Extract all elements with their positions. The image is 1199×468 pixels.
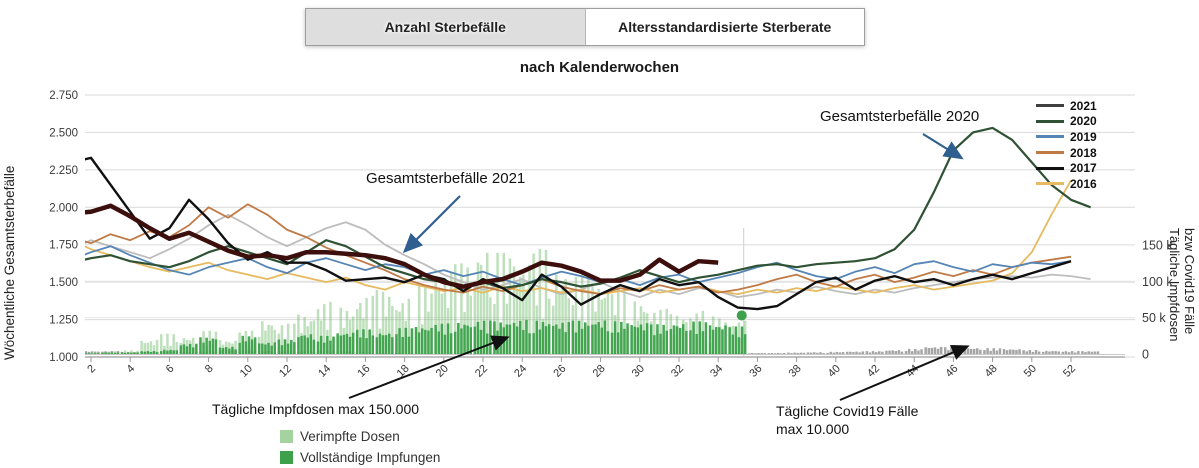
line-2020 — [85, 126, 1091, 290]
svg-text:38: 38 — [787, 363, 804, 380]
svg-text:1.250: 1.250 — [49, 315, 78, 327]
annotation-impfdosen-max: Tägliche Impfdosen max 150.000 — [212, 401, 420, 417]
arrow-impfdosen — [348, 335, 510, 399]
arrow-covid-faelle — [839, 345, 970, 401]
svg-text:16: 16 — [355, 363, 372, 380]
svg-text:46: 46 — [943, 363, 960, 380]
svg-text:1.000: 1.000 — [49, 352, 78, 364]
svg-text:20: 20 — [434, 363, 451, 380]
legend-item-2020[interactable]: 2020 — [1036, 114, 1097, 130]
svg-text:36: 36 — [747, 363, 764, 380]
arrow-gesamt-2020 — [922, 133, 964, 160]
svg-text:0: 0 — [1142, 348, 1149, 362]
legend-swatch-2017 — [1036, 166, 1064, 170]
svg-text:52: 52 — [1061, 363, 1078, 380]
svg-text:18: 18 — [395, 363, 412, 380]
legend-label-2019: 2019 — [1070, 129, 1097, 144]
legend-label-2018: 2018 — [1070, 145, 1097, 160]
right-axis-title-line2: bzw Covid19 Fälle — [1182, 228, 1197, 335]
annotation-covid-max-line2: max 10.000 — [776, 421, 850, 437]
svg-text:6: 6 — [164, 363, 177, 376]
legend-item-vollstaendige-impfungen: Vollständige Impfungen — [280, 447, 440, 468]
svg-text:12: 12 — [277, 363, 294, 380]
svg-text:22: 22 — [473, 363, 490, 380]
legend-item-2019[interactable]: 2019 — [1036, 129, 1097, 145]
annotation-gesamt-2021: Gesamtsterbefälle 2021 — [366, 170, 526, 187]
left-axis-title: Wöchentliche Gesamtsterbefälle — [2, 165, 17, 360]
tab-bar: Anzahl Sterbefälle Altersstandardisierte… — [305, 8, 865, 46]
svg-text:1.750: 1.750 — [49, 240, 78, 252]
svg-text:1.500: 1.500 — [49, 277, 78, 289]
annotation-covid-max: Tägliche Covid19 Fälle max 10.000 — [776, 402, 918, 438]
verimpfte-dosen-swatch-icon — [280, 430, 293, 443]
svg-text:2.500: 2.500 — [49, 127, 78, 139]
legend-label-2020: 2020 — [1070, 114, 1097, 129]
line-2017 — [85, 156, 1072, 311]
legend-swatch-2020 — [1036, 119, 1064, 123]
legend-item-verimpfte-dosen: Verimpfte Dosen — [280, 426, 440, 447]
svg-text:50: 50 — [1022, 363, 1039, 380]
legend-item-2017[interactable]: 2017 — [1036, 160, 1097, 176]
legend-swatch-2019 — [1036, 135, 1064, 139]
svg-text:28: 28 — [591, 363, 608, 380]
svg-text:2.250: 2.250 — [49, 165, 78, 177]
verimpfte-dosen-label: Verimpfte Dosen — [300, 429, 400, 444]
svg-text:40: 40 — [826, 363, 843, 380]
svg-text:2.750: 2.750 — [49, 90, 78, 102]
svg-text:34: 34 — [708, 363, 725, 380]
legend-item-2021[interactable]: 2021 — [1036, 98, 1097, 114]
right-axis-title: Tägliche Impfdosen bzw Covid19 Fälle — [1167, 228, 1197, 428]
svg-text:8: 8 — [203, 363, 216, 376]
line-unbeschriftet-grau — [85, 213, 1091, 299]
legend-label-2016: 2016 — [1070, 176, 1097, 191]
svg-text:2: 2 — [85, 363, 98, 376]
right-axis-title-line1: Tägliche Impfdosen — [1167, 228, 1182, 342]
svg-text:48: 48 — [983, 363, 1000, 380]
line-2019 — [85, 245, 1072, 287]
gridlines — [85, 94, 1135, 358]
vaccination-legend: Verimpfte Dosen Vollständige Impfungen — [280, 426, 440, 468]
tab-altersstandardisierte-sterberate[interactable]: Altersstandardisierte Sterberate — [584, 9, 864, 45]
line-2018 — [85, 203, 1072, 296]
covid-faelle-bars — [85, 346, 1100, 354]
svg-text:14: 14 — [316, 363, 333, 380]
legend-label-2021: 2021 — [1070, 98, 1097, 113]
vaccination-end-marker — [736, 310, 747, 321]
x-axis-ticks: 2 4 6 8 10 12 14 16 18 20 22 24 26 28 30 32 34 36 38 40 42 44… — [85, 357, 1078, 380]
line-2021 — [85, 203, 719, 289]
svg-text:44: 44 — [904, 363, 921, 380]
vollstaendige-impfungen-bars — [85, 319, 747, 354]
legend-item-2018[interactable]: 2018 — [1036, 145, 1097, 161]
svg-text:30: 30 — [630, 363, 647, 380]
verimpfte-dosen-bars — [85, 248, 747, 354]
svg-text:10: 10 — [238, 363, 255, 380]
legend-item-2016[interactable]: 2016 — [1036, 176, 1097, 192]
chart-subtitle: nach Kalenderwochen — [519, 59, 680, 76]
svg-text:4: 4 — [125, 363, 138, 376]
vollstaendige-impfungen-swatch-icon — [280, 451, 293, 464]
svg-text:2.000: 2.000 — [49, 202, 78, 214]
svg-text:50 k: 50 k — [1142, 311, 1166, 325]
annotation-gesamt-2020: Gesamtsterbefälle 2020 — [820, 108, 980, 125]
legend-swatch-2018 — [1036, 151, 1064, 155]
svg-text:24: 24 — [512, 363, 529, 380]
year-legend: 2021 2020 2019 2018 2017 2016 — [1036, 98, 1097, 192]
annotation-covid-max-line1: Tägliche Covid19 Fälle — [776, 403, 919, 419]
tab-anzahl-sterbefaelle[interactable]: Anzahl Sterbefälle — [306, 9, 585, 45]
svg-text:32: 32 — [669, 363, 686, 380]
svg-text:26: 26 — [551, 363, 568, 380]
svg-text:42: 42 — [865, 363, 882, 380]
year-lines — [85, 126, 1091, 311]
line-2016 — [85, 179, 1072, 296]
vollstaendige-impfungen-label: Vollständige Impfungen — [300, 450, 441, 465]
legend-label-2017: 2017 — [1070, 161, 1097, 176]
arrow-gesamt-2021 — [402, 195, 461, 254]
legend-swatch-2016 — [1036, 182, 1064, 186]
legend-swatch-2021 — [1036, 104, 1064, 108]
left-axis-tick-labels: 2.750 2.500 2.250 2.000 1.750 1.500 1.250 1.000 — [49, 90, 78, 364]
